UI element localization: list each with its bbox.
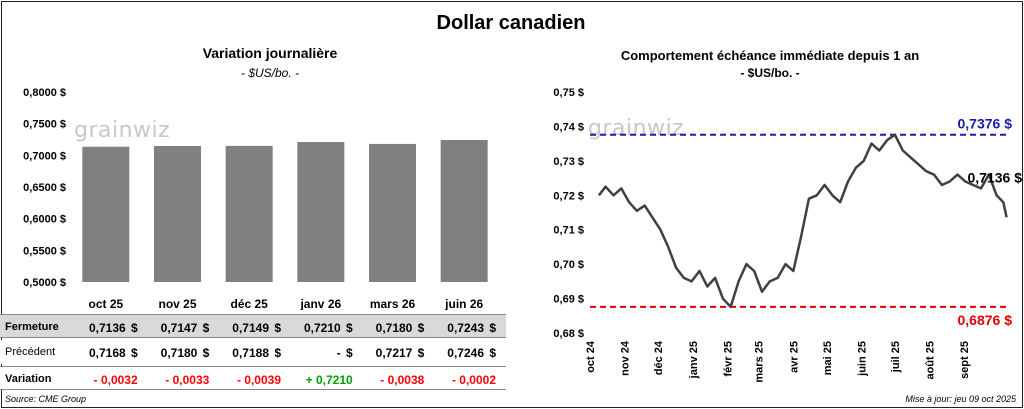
x-tick-label: nov 24 <box>620 340 632 376</box>
currency-suffix: $ <box>202 321 210 335</box>
table-cell: - 0,0038 <box>380 373 425 387</box>
y-tick-label: 0,5500 $ <box>23 245 66 257</box>
table-row: Variation - 0,0032 - 0,0033 - 0,0039 + 0,721… <box>0 366 506 390</box>
x-tick-label: avr 25 <box>788 341 800 373</box>
x-tick-label: oct 25 <box>88 297 123 310</box>
y-tick-label: 0,7500 $ <box>23 119 66 131</box>
row-label: Variation <box>5 373 52 385</box>
x-tick-label: déc 25 <box>230 297 268 310</box>
table-cell: - 0,0032 <box>93 373 138 387</box>
y-tick-label: 0,72 $ <box>553 190 584 202</box>
currency-suffix: $ <box>345 321 353 335</box>
bar <box>369 143 416 282</box>
table-cell: + 0,7210 <box>305 373 353 387</box>
bar <box>82 146 130 282</box>
table-cell: 0,7180 <box>375 321 413 335</box>
currency-suffix: $ <box>489 346 496 360</box>
x-tick-label: juil 25 <box>890 341 902 373</box>
reference-line-label: 0,7376 $ <box>958 116 1013 132</box>
table-cell: 0,7168 <box>88 346 126 360</box>
currency-suffix: $ <box>417 321 425 335</box>
x-tick-label: nov 25 <box>158 297 196 310</box>
x-tick-label: déc 24 <box>653 340 665 375</box>
x-tick-label: janv 26 <box>299 297 341 310</box>
currency-suffix: $ <box>417 346 425 360</box>
table-cell: 0,7188 <box>232 346 269 360</box>
currency-suffix: $ <box>202 346 210 360</box>
y-tick-label: 0,70 $ <box>553 259 584 271</box>
table-cell: - 0,0002 <box>451 373 496 387</box>
row-label: Précédent <box>5 346 56 358</box>
price-line <box>597 133 1008 309</box>
reference-line-label: 0,6876 $ <box>958 312 1013 328</box>
y-tick-label: 0,69 $ <box>553 294 584 306</box>
x-tick-label: mai 25 <box>822 341 834 375</box>
x-tick-label: févr 25 <box>722 341 734 376</box>
table-cell: 0,7136 <box>88 321 126 335</box>
table-cell: 0,7217 <box>375 346 413 360</box>
y-tick-label: 0,75 $ <box>553 87 584 99</box>
table-cell: 0,7243 <box>447 321 484 335</box>
bar <box>440 139 488 282</box>
left-chart-title: Variation journalière <box>202 45 338 61</box>
x-tick-label: mars 25 <box>754 341 766 383</box>
x-tick-label: juin 26 <box>444 297 483 310</box>
right-watermark: grainwiz <box>588 116 685 141</box>
y-tick-label: 0,6500 $ <box>23 182 66 194</box>
y-tick-label: 0,8000 $ <box>23 87 66 99</box>
bar <box>225 145 273 282</box>
table-cell: - 0,0033 <box>165 373 210 387</box>
y-tick-label: 0,6000 $ <box>23 214 66 226</box>
currency-suffix: $ <box>489 321 496 335</box>
x-tick-label: juin 25 <box>856 341 868 377</box>
bar <box>154 146 201 282</box>
footer-updated: Mise à jour: jeu 09 oct 2025 <box>905 394 1016 404</box>
x-tick-label: mars 26 <box>370 297 416 310</box>
y-tick-label: 0,5000 $ <box>23 277 66 289</box>
table-cell: 0,7210 <box>303 321 341 335</box>
table-row: Fermeture 0,7136 $0,7147 $0,7149 $0,7210 $0,7… <box>0 314 506 338</box>
currency-suffix: $ <box>274 346 281 360</box>
table-row: Précédent 0,7168 $0,7180 $0,7188 $ - $0,7217 $0… <box>0 340 506 364</box>
currency-suffix: $ <box>130 346 138 360</box>
currency-suffix: $ <box>345 346 353 360</box>
y-tick-label: 0,73 $ <box>553 156 584 168</box>
x-tick-label: janv 25 <box>688 341 700 379</box>
page-title: Dollar canadien <box>436 12 586 34</box>
left-watermark: grainwiz <box>74 118 171 143</box>
table-cell: - <box>336 346 341 360</box>
footer-source: Source: CME Group <box>5 394 87 404</box>
bar <box>297 142 345 282</box>
x-tick-label: sept 25 <box>959 341 971 379</box>
table-cell: - 0,0039 <box>236 373 281 387</box>
x-tick-label: août 25 <box>925 341 937 380</box>
daily-variation-bar-chart: 0,5000 $ 0,5500 $ 0,6000 $ 0,6500 $ 0,7000 $… <box>23 87 488 310</box>
currency-suffix: $ <box>130 321 138 335</box>
table-cell: 0,7246 <box>447 346 484 360</box>
table-cell: 0,7149 <box>232 321 269 335</box>
right-chart-unit: - $US/bo. - <box>740 66 800 80</box>
y-tick-label: 0,68 $ <box>553 328 584 340</box>
row-label: Fermeture <box>5 321 59 333</box>
last-value-label: 0,7136 $ <box>968 169 1023 185</box>
left-chart-unit: - $US/bo. - <box>240 66 300 80</box>
y-tick-label: 0,7000 $ <box>23 150 66 162</box>
table-cell: 0,7147 <box>160 321 198 335</box>
x-tick-label: oct 24 <box>585 340 597 373</box>
table-cell: 0,7180 <box>160 346 198 360</box>
y-tick-label: 0,74 $ <box>553 121 584 133</box>
y-tick-label: 0,71 $ <box>553 225 584 237</box>
currency-suffix: $ <box>274 321 281 335</box>
right-chart-title: Comportement échéance immédiate depuis 1… <box>620 48 920 63</box>
